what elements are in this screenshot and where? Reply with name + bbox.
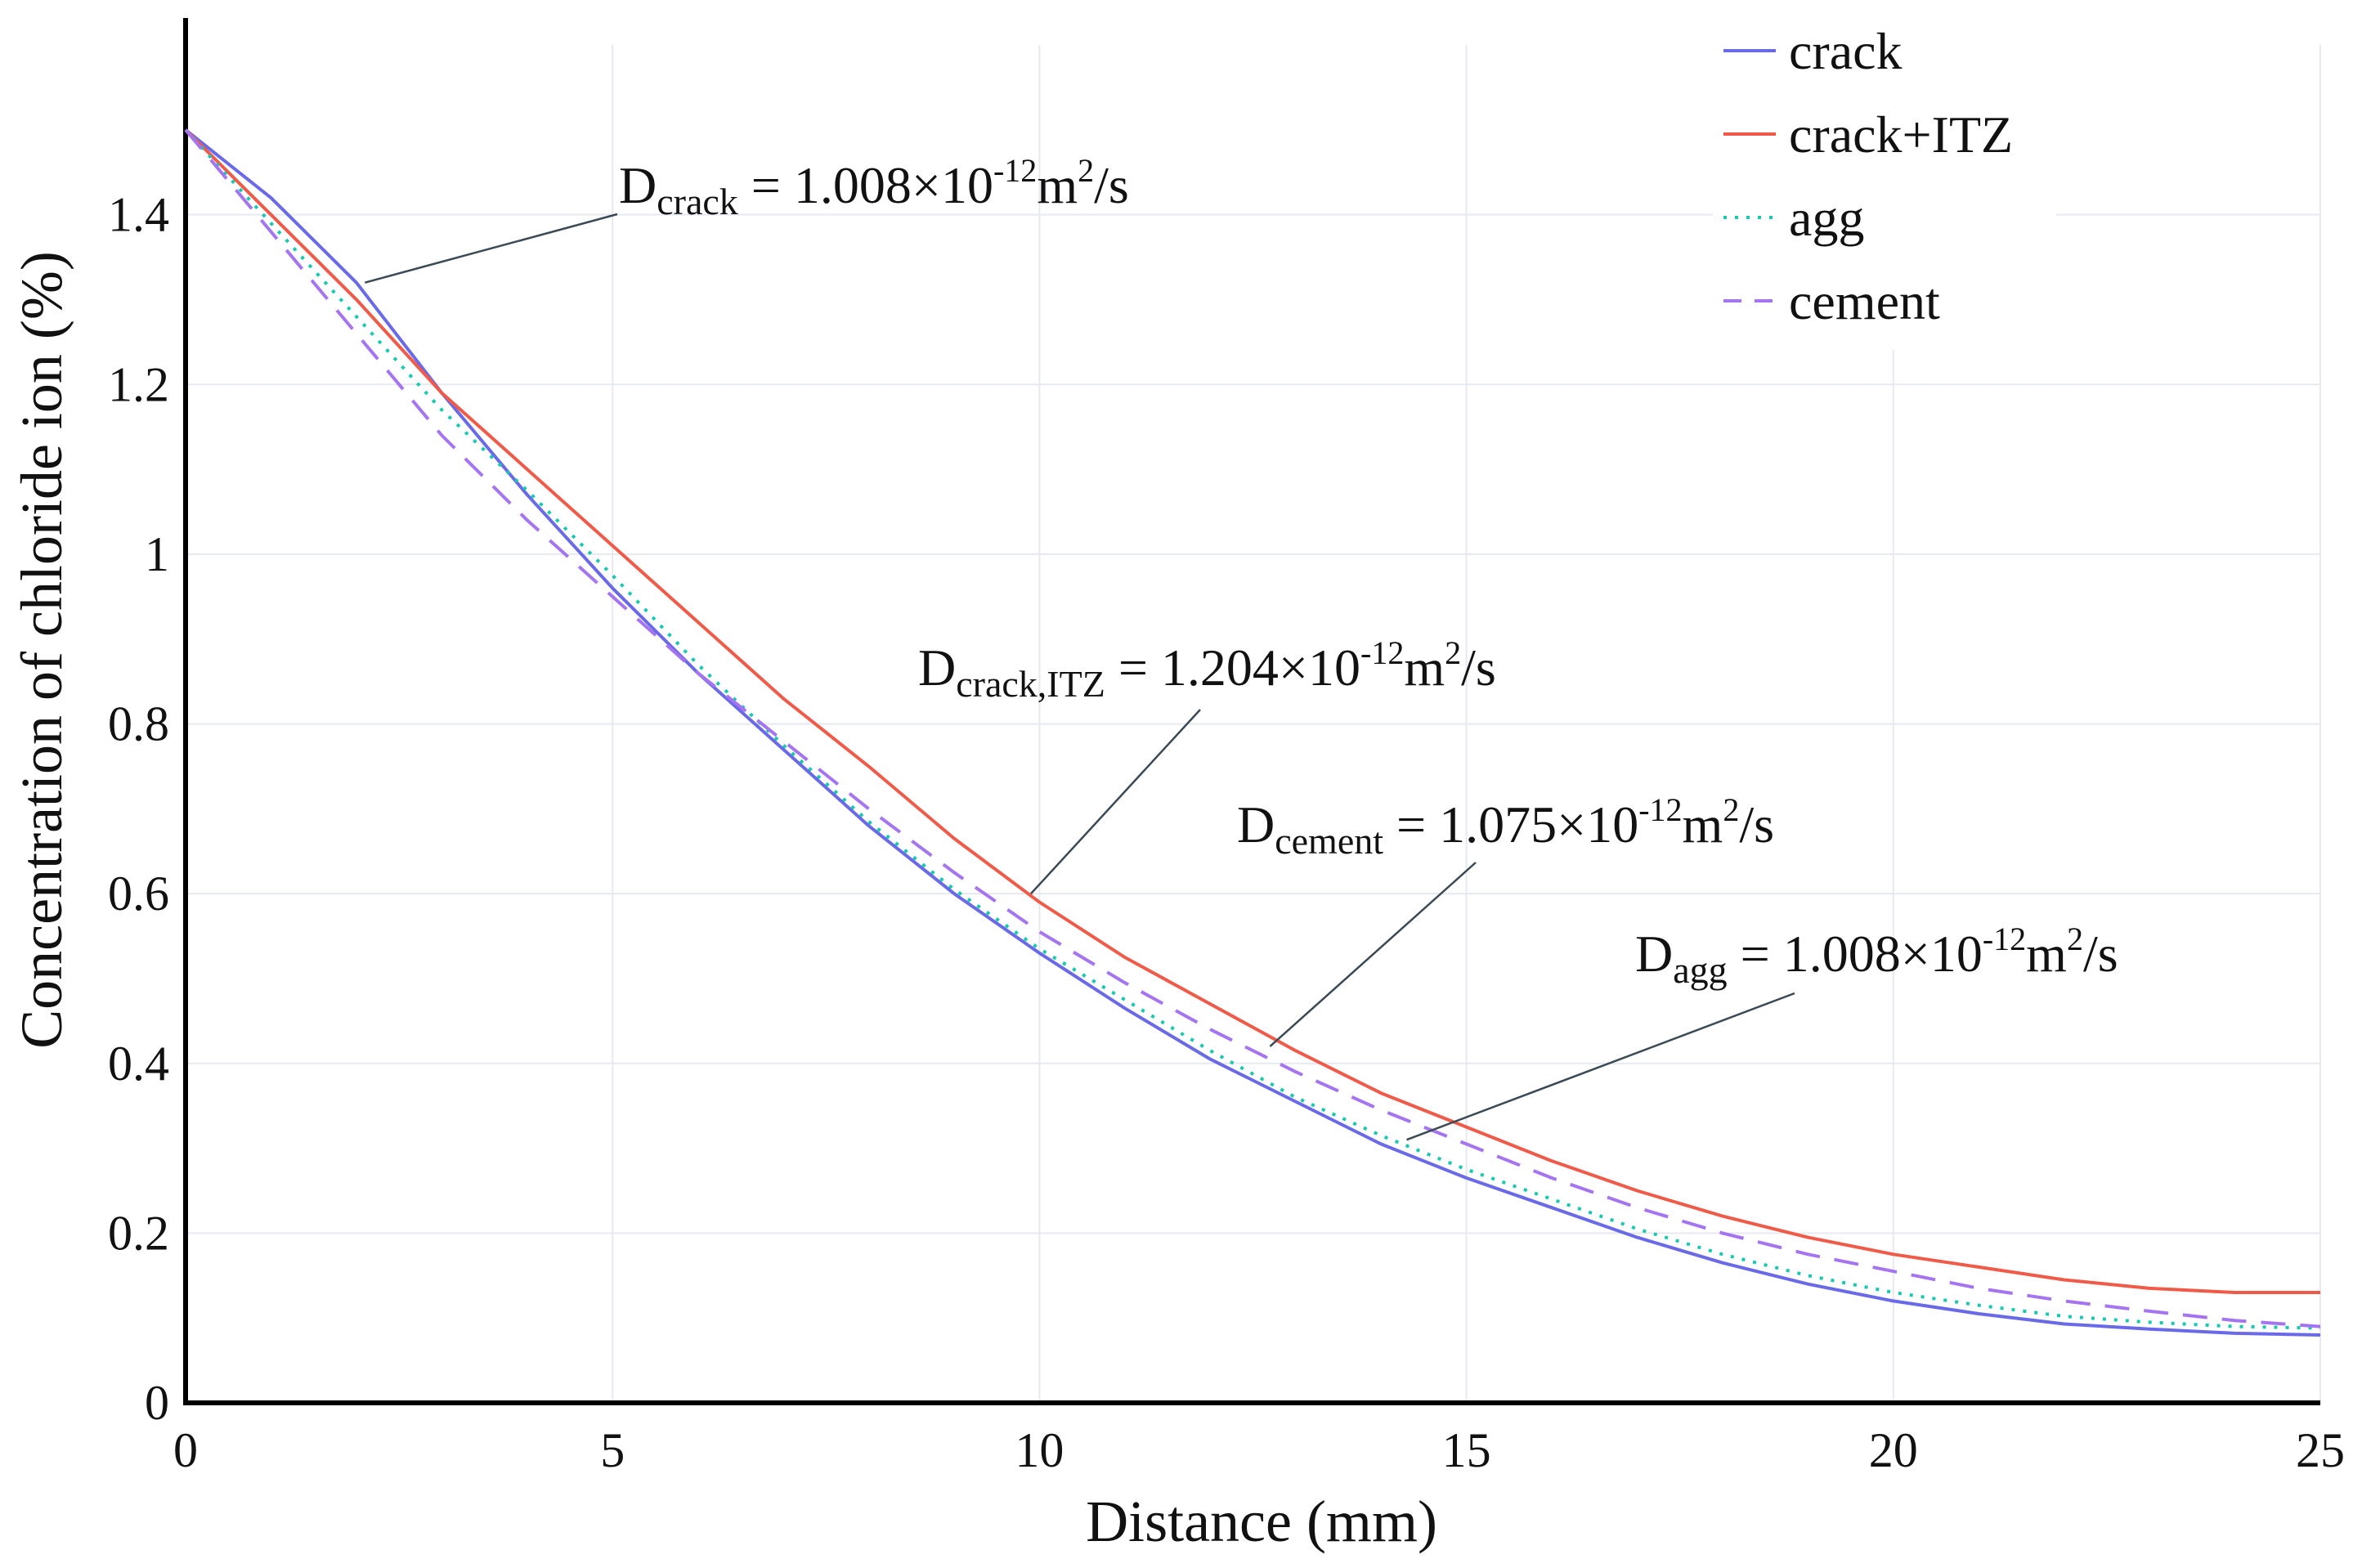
y-tick-label: 1 <box>145 527 169 581</box>
x-tick-label: 15 <box>1442 1423 1491 1477</box>
series-line-crack <box>184 128 2321 1337</box>
legend-box <box>1713 15 2056 350</box>
annotation-leader <box>364 213 618 284</box>
x-tick-label: 25 <box>2296 1423 2345 1477</box>
annotation-leader <box>1030 709 1201 894</box>
series-lines <box>184 128 2321 1337</box>
series-line-agg <box>184 128 2321 1330</box>
annotation-label: Dcrack,ITZ = 1.204×10-12m2/s <box>918 634 1496 705</box>
y-tick-label: 0.6 <box>108 867 169 921</box>
series-line-crack-itz <box>184 128 2320 1294</box>
x-tick-label: 10 <box>1015 1423 1064 1477</box>
y-tick-label: 1.2 <box>108 357 169 411</box>
legend-label: crack <box>1789 22 1903 80</box>
y-axis-title: Concentration of chloride ion (%) <box>9 251 74 1049</box>
legend-label: cement <box>1789 272 1940 330</box>
annotation-label: Dagg = 1.008×10-12m2/s <box>1635 921 2118 991</box>
legend: crack crack+ITZ agg cement <box>1713 15 2056 350</box>
x-tick-label: 0 <box>173 1423 198 1477</box>
x-tick-label: 5 <box>600 1423 625 1477</box>
annotation-leader <box>1269 862 1477 1047</box>
x-axis-title: Distance (mm) <box>1086 1489 1437 1554</box>
y-tick-label: 0.4 <box>108 1037 169 1091</box>
axes: 0 5 10 15 20 25 0 0.2 0.4 0.6 0.8 1 1.2 1.4 <box>108 18 2345 1477</box>
legend-label: agg <box>1789 189 1864 247</box>
annotations: Dcrack = 1.008×10-12m2/s Dcrack,ITZ = 1.… <box>364 152 2118 1141</box>
y-tick-label: 1.4 <box>108 188 169 242</box>
annotation-label: Dcement = 1.075×10-12m2/s <box>1237 791 1774 862</box>
annotation-leader <box>1406 992 1795 1141</box>
y-tick-label: 0.8 <box>108 697 169 751</box>
annotation-label: Dcrack = 1.008×10-12m2/s <box>619 152 1129 222</box>
y-tick-label: 0.2 <box>108 1206 169 1260</box>
x-tick-label: 20 <box>1869 1423 1918 1477</box>
y-tick-label: 0 <box>145 1376 169 1430</box>
grid <box>186 45 2321 1403</box>
series-line-cement <box>184 128 2321 1328</box>
legend-label: crack+ITZ <box>1789 105 2013 164</box>
